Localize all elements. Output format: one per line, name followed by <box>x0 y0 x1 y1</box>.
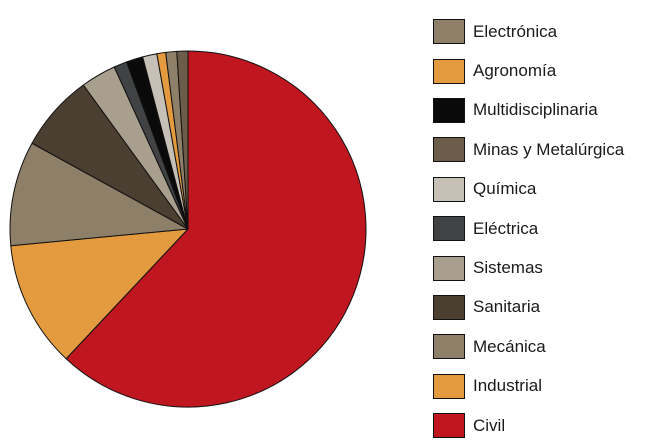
legend-swatch <box>433 413 465 439</box>
chart-legend: Electrónica Agronomía Multidisciplinaria Mi… <box>433 12 624 445</box>
pie-slice-industrial <box>10 228 189 360</box>
legend-label: Sistemas <box>473 258 543 278</box>
legend-label: Industrial <box>473 376 542 396</box>
pie-slice-civil <box>65 50 367 408</box>
legend-item: Eléctrica <box>433 209 624 248</box>
legend-swatch <box>433 373 465 399</box>
legend-label: Eléctrica <box>473 218 539 238</box>
legend-item: Sistemas <box>433 248 624 287</box>
legend-item: Agronomía <box>433 51 624 90</box>
legend-item: Química <box>433 170 624 209</box>
legend-label: Multidisciplinaria <box>473 100 598 120</box>
legend-swatch <box>433 176 465 202</box>
legend-swatch <box>433 97 465 123</box>
pie-slice-minas-y-metalúrgica <box>176 50 189 230</box>
legend-label: Química <box>473 179 537 199</box>
legend-swatch <box>433 19 465 45</box>
legend-label: Mecánica <box>473 336 546 356</box>
legend-label: Minas y Metalúrgica <box>473 139 625 159</box>
legend-swatch <box>433 216 465 242</box>
legend-label: Civil <box>473 415 506 435</box>
pie-chart <box>9 50 367 408</box>
legend-item: Industrial <box>433 367 624 406</box>
legend-label: Sanitaria <box>473 297 541 317</box>
legend-label: Electrónica <box>473 21 558 41</box>
legend-item: Mecánica <box>433 327 624 366</box>
legend-label: Agronomía <box>473 61 557 81</box>
legend-swatch <box>433 58 465 84</box>
legend-swatch <box>433 255 465 281</box>
legend-swatch <box>433 137 465 163</box>
legend-item: Multidisciplinaria <box>433 91 624 130</box>
legend-swatch <box>433 334 465 360</box>
pie-slice-mecánica <box>9 142 189 247</box>
legend-item: Sanitaria <box>433 288 624 327</box>
legend-item: Electrónica <box>433 12 624 51</box>
legend-item: Civil <box>433 406 624 445</box>
legend-item: Minas y Metalúrgica <box>433 130 624 169</box>
legend-swatch <box>433 294 465 320</box>
